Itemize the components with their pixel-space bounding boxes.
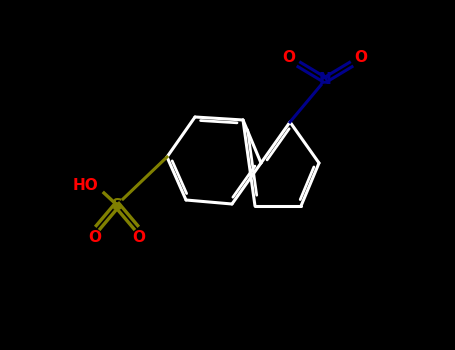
Text: O: O [132, 230, 146, 245]
Text: O: O [89, 230, 101, 245]
Text: HO: HO [73, 177, 99, 192]
Text: N: N [318, 72, 331, 88]
Text: O: O [283, 50, 295, 65]
Text: S: S [111, 197, 122, 212]
Text: O: O [354, 50, 368, 65]
